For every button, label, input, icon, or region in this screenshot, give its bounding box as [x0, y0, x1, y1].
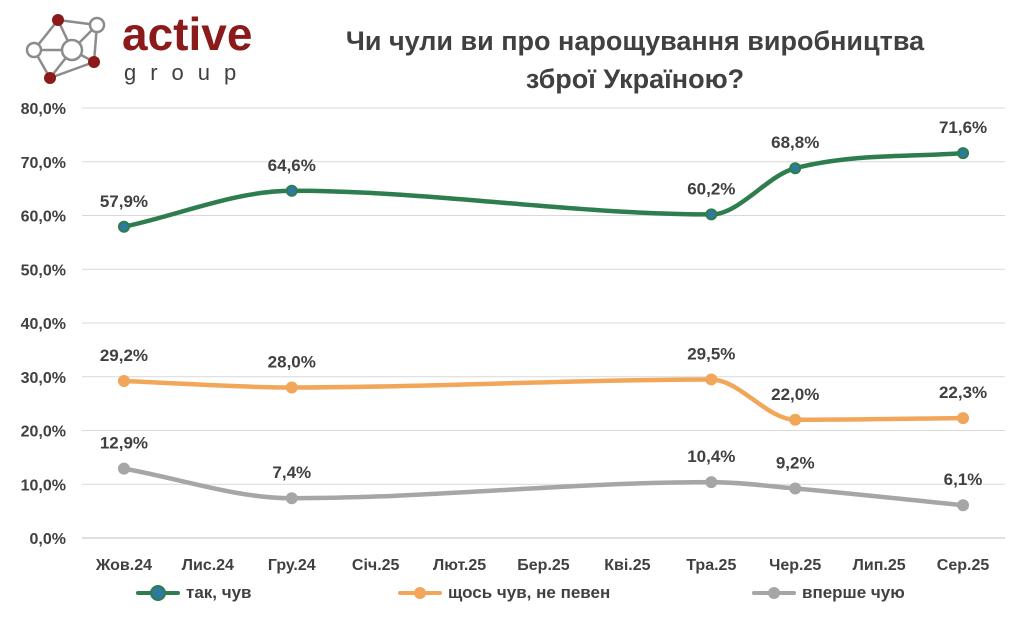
chart-title-line-2: зброї Україною?	[525, 64, 745, 94]
series-group: 57,9% 64,6% 60,2% 68,8% 71,6% 29,2% 28,0% 29,5%…	[100, 118, 987, 512]
data-point-shchos-chuv	[705, 373, 718, 386]
data-label-tak-chuv: 60,2%	[687, 179, 735, 198]
legend-swatch-tak-chuv	[136, 583, 180, 603]
x-tick-label: Лис.24	[182, 557, 234, 574]
data-point-vpershe-chuiu	[705, 476, 718, 489]
legend-item-shchos-chuv: щось чув, не певен	[398, 583, 610, 603]
logo-wordmark: active	[122, 8, 252, 60]
data-label-shchos-chuv: 29,5%	[687, 344, 735, 363]
data-label-shchos-chuv: 22,3%	[939, 383, 987, 402]
data-point-vpershe-chuiu	[789, 482, 802, 495]
y-tick-label: 70,0%	[21, 155, 66, 172]
data-label-vpershe-chuiu: 7,4%	[272, 463, 311, 482]
data-label-shchos-chuv: 29,2%	[100, 346, 148, 365]
data-point-tak-chuv	[957, 147, 970, 160]
data-label-shchos-chuv: 22,0%	[771, 385, 819, 404]
legend-item-vpershe-chuiu: вперше чую	[752, 583, 905, 603]
x-tick-label: Чер.25	[769, 557, 821, 574]
series-line-shchos-chuv	[121, 377, 966, 423]
legend-swatch-vpershe-chuiu	[752, 583, 796, 603]
chart-title: Чи чули ви про нарощування виробництва з…	[290, 22, 980, 98]
x-tick-label: Гру.24	[268, 557, 316, 574]
y-axis: 0,0% 10,0% 20,0% 30,0% 40,0% 50,0% 60,0% 70,0% 8…	[21, 101, 66, 548]
y-tick-label: 80,0%	[21, 101, 66, 118]
series-line-vpershe-chuiu	[121, 466, 966, 508]
legend: так, чув щось чув, не певен вперше чую	[0, 583, 1024, 607]
x-tick-label: Січ.25	[352, 557, 400, 574]
data-label-tak-chuv: 68,8%	[771, 133, 819, 152]
legend-label-vpershe-chuiu: вперше чую	[802, 583, 905, 602]
data-label-tak-chuv: 71,6%	[939, 118, 987, 137]
y-tick-label: 50,0%	[21, 262, 66, 279]
data-point-shchos-chuv	[285, 381, 298, 394]
y-tick-label: 20,0%	[21, 424, 66, 441]
x-tick-label: Тра.25	[686, 557, 736, 574]
data-point-tak-chuv	[705, 208, 718, 221]
data-point-vpershe-chuiu	[117, 462, 130, 475]
logo-subword: group	[124, 60, 250, 85]
y-tick-label: 60,0%	[21, 209, 66, 226]
y-tick-label: 40,0%	[21, 316, 66, 333]
x-tick-label: Жов.24	[95, 557, 152, 574]
data-point-tak-chuv	[285, 184, 298, 197]
data-point-shchos-chuv	[789, 413, 802, 426]
data-label-vpershe-chuiu: 12,9%	[100, 434, 148, 453]
y-tick-label: 0,0%	[30, 531, 66, 548]
data-label-shchos-chuv: 28,0%	[268, 353, 316, 372]
logo: active group	[25, 8, 252, 85]
legend-swatch-shchos-chuv	[398, 583, 442, 603]
data-label-tak-chuv: 64,6%	[268, 156, 316, 175]
y-tick-label: 10,0%	[21, 477, 66, 494]
x-tick-label: Лют.25	[433, 557, 486, 574]
data-point-tak-chuv	[117, 220, 130, 233]
grid-lines	[82, 107, 1005, 539]
legend-item-tak-chuv: так, чув	[136, 583, 252, 603]
data-label-vpershe-chuiu: 9,2%	[776, 454, 815, 473]
y-tick-label: 30,0%	[21, 370, 66, 387]
data-point-shchos-chuv	[957, 412, 970, 425]
data-label-vpershe-chuiu: 6,1%	[944, 470, 983, 489]
chart-title-line-1: Чи чули ви про нарощування виробництва	[345, 26, 925, 56]
logo-network-icon	[25, 16, 106, 80]
data-point-tak-chuv	[789, 162, 802, 175]
data-point-vpershe-chuiu	[957, 499, 970, 512]
data-point-vpershe-chuiu	[285, 492, 298, 505]
x-tick-label: Кві.25	[604, 557, 650, 574]
x-axis: Жов.24 Лис.24 Гру.24 Січ.25 Лют.25 Бер.25 Кві.…	[95, 557, 989, 574]
x-tick-label: Бер.25	[517, 557, 570, 574]
x-tick-label: Лип.25	[853, 557, 906, 574]
data-label-tak-chuv: 57,9%	[100, 192, 148, 211]
data-point-shchos-chuv	[117, 375, 130, 388]
legend-label-shchos-chuv: щось чув, не певен	[448, 583, 611, 602]
x-tick-label: Сер.25	[937, 557, 990, 574]
data-label-vpershe-chuiu: 10,4%	[687, 447, 735, 466]
legend-label-tak-chuv: так, чув	[186, 583, 252, 602]
series-line-tak-chuv	[121, 150, 966, 230]
